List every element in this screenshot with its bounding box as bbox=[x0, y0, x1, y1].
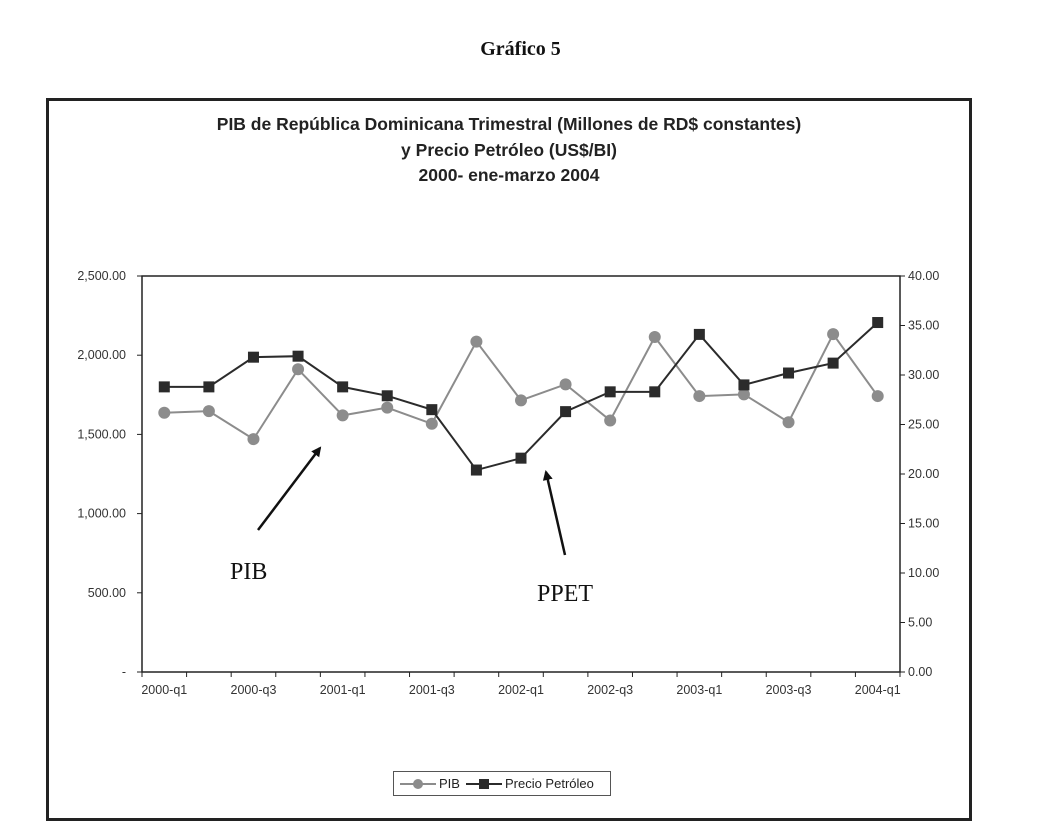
x-tick-label: 2000-q3 bbox=[231, 683, 277, 697]
x-tick-label: 2002-q1 bbox=[498, 683, 544, 697]
annotation-ppet: PPET bbox=[537, 581, 593, 607]
pib-point bbox=[648, 330, 661, 343]
petroleo-point bbox=[560, 406, 572, 418]
x-tick-label: 2003-q1 bbox=[676, 683, 722, 697]
petroleo-point bbox=[426, 404, 438, 416]
y-left-tick-label: 2,500.00 bbox=[77, 269, 126, 283]
petroleo-point bbox=[604, 386, 616, 398]
petroleo-point bbox=[827, 357, 839, 369]
petroleo-point bbox=[470, 464, 482, 476]
pib-point bbox=[559, 378, 572, 391]
pib-point bbox=[425, 417, 438, 430]
petroleo-point bbox=[649, 386, 661, 398]
series-line-pib bbox=[164, 332, 879, 441]
pib-point bbox=[292, 363, 305, 376]
y-right-tick-label: 0.00 bbox=[908, 665, 932, 679]
y-left-tick-label: - bbox=[122, 665, 126, 679]
pib-point bbox=[515, 394, 527, 407]
y-left-tick-label: 2,000.00 bbox=[77, 348, 126, 362]
y-left-tick-label: 500.00 bbox=[88, 586, 126, 600]
legend-item-pib: PIB bbox=[400, 776, 460, 791]
pib-point bbox=[693, 390, 706, 403]
y-right-tick-label: 20.00 bbox=[908, 467, 939, 481]
y-right-tick-label: 35.00 bbox=[908, 319, 939, 333]
pib-point bbox=[871, 390, 884, 403]
figure-label: Gráfico 5 bbox=[480, 38, 561, 60]
legend-item-petroleo: Precio Petróleo bbox=[465, 776, 594, 791]
pib-point bbox=[470, 335, 483, 348]
y-right-tick-label: 25.00 bbox=[908, 418, 939, 432]
petroleo-point bbox=[158, 381, 170, 393]
pib-arrow bbox=[257, 446, 322, 531]
x-tick-label: 2001-q3 bbox=[409, 683, 455, 697]
petroleo-point bbox=[738, 379, 750, 391]
pib-point bbox=[202, 405, 215, 418]
x-tick-label: 2001-q1 bbox=[320, 683, 366, 697]
chart-frame bbox=[46, 98, 972, 821]
legend-label-pib: PIB bbox=[439, 776, 460, 791]
x-tick-label: 2002-q3 bbox=[587, 683, 633, 697]
petroleo-point bbox=[292, 350, 304, 362]
petroleo-point bbox=[515, 452, 527, 464]
x-tick-label: 2004-q1 bbox=[855, 683, 901, 697]
chart-title-line-2: y Precio Petróleo (US$/BI) bbox=[401, 140, 617, 160]
y-right-tick-label: 15.00 bbox=[908, 517, 939, 531]
pib-point bbox=[247, 433, 260, 446]
chart-title-line-3: 2000- ene-marzo 2004 bbox=[418, 165, 600, 185]
pib-point bbox=[782, 416, 795, 429]
petroleo-point bbox=[872, 317, 884, 329]
y-right-tick-label: 40.00 bbox=[908, 269, 939, 283]
x-tick-label: 2003-q3 bbox=[766, 683, 812, 697]
petroleo-point bbox=[783, 367, 795, 379]
y-right-tick-label: 10.00 bbox=[908, 566, 939, 580]
y-left-tick-label: 1,000.00 bbox=[77, 507, 126, 521]
pib-point bbox=[604, 414, 617, 427]
square-marker-icon bbox=[465, 778, 502, 789]
plot-area bbox=[141, 275, 901, 673]
y-right-tick-label: 30.00 bbox=[908, 368, 939, 382]
annotation-pib: PIB bbox=[230, 559, 267, 585]
pib-point bbox=[827, 328, 840, 341]
pib-point bbox=[737, 388, 750, 401]
pib-point bbox=[336, 409, 349, 422]
ppet-arrow bbox=[542, 470, 567, 556]
petroleo-point bbox=[381, 390, 393, 402]
petroleo-point bbox=[247, 351, 259, 363]
legend: PIB Precio Petróleo bbox=[393, 771, 611, 796]
pib-point bbox=[158, 406, 171, 419]
x-tick-label: 2000-q1 bbox=[141, 683, 187, 697]
pib-point bbox=[381, 401, 394, 414]
petroleo-point bbox=[203, 381, 215, 393]
y-right-tick-label: 5.00 bbox=[908, 616, 932, 630]
petroleo-point bbox=[337, 381, 349, 393]
petroleo-point bbox=[693, 328, 705, 340]
legend-label-petroleo: Precio Petróleo bbox=[504, 776, 594, 791]
y-left-tick-label: 1,500.00 bbox=[77, 427, 126, 441]
circle-marker-icon bbox=[400, 778, 436, 789]
chart-title-line-1: PIB de República Dominicana Trimestral (… bbox=[216, 114, 802, 134]
